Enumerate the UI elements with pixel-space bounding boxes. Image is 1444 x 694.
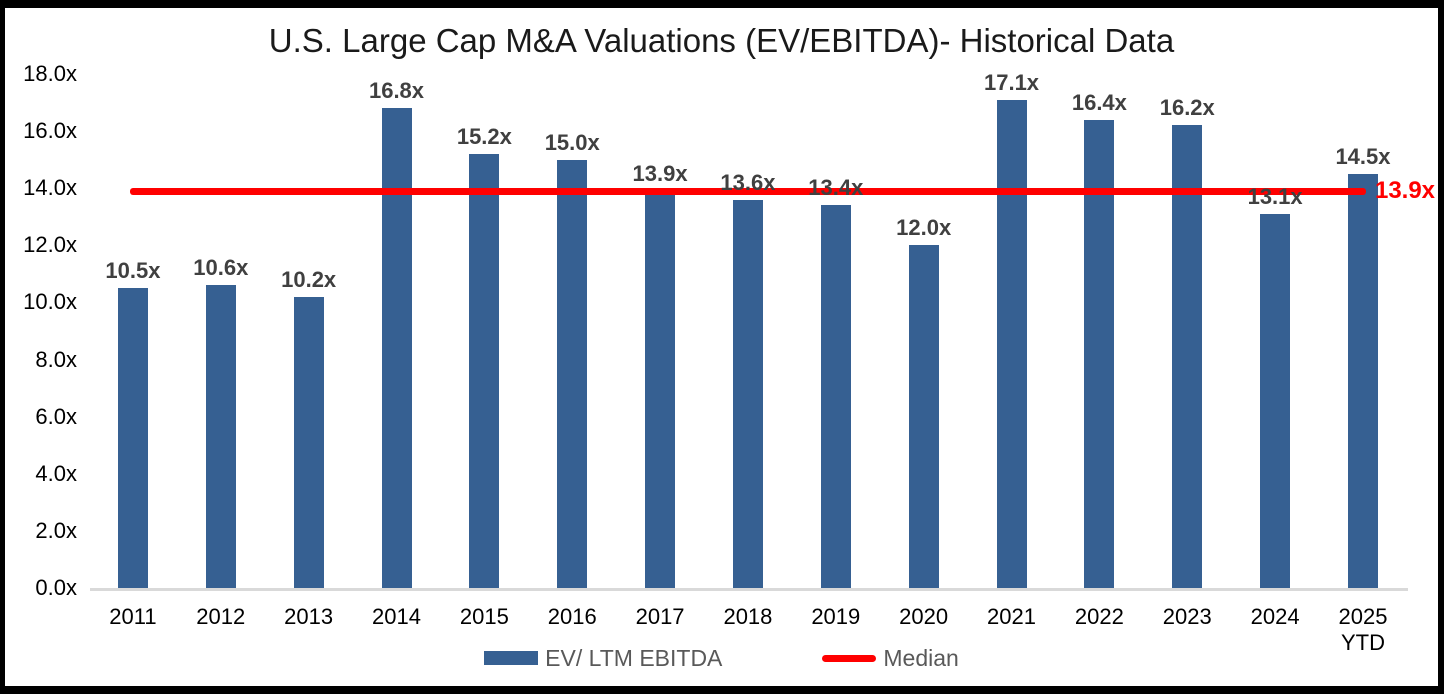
bar-value-label: 16.8x — [368, 78, 425, 104]
bar — [1084, 119, 1115, 588]
legend-series-label: EV/ LTM EBITDA — [545, 644, 723, 671]
ev-ebitda-bar-chart: U.S. Large Cap M&A Valuations (EV/EBITDA… — [5, 8, 1438, 686]
bar-value-label: 17.1x — [983, 69, 1040, 95]
bar-value-label: 13.1x — [1247, 183, 1303, 209]
bar — [1260, 213, 1291, 588]
x-axis-tick-label: 2017 — [635, 604, 685, 629]
y-axis-tick-label: 2.0x — [35, 517, 77, 543]
bar-value-label: 16.4x — [1071, 89, 1127, 115]
x-axis-tick-label: 2018 — [723, 604, 773, 629]
y-axis-tick-label: 0.0x — [35, 575, 77, 600]
median-line-swatch-icon — [822, 654, 877, 662]
bar — [469, 153, 500, 588]
bar-value-label: 15.2x — [456, 123, 512, 149]
bar-value-label: 14.5x — [1335, 143, 1391, 169]
x-axis-tick-label: 2022 — [1074, 604, 1124, 629]
bar — [820, 205, 851, 588]
bar-value-label: 12.0x — [896, 215, 952, 241]
bar-value-label: 13.6x — [720, 169, 776, 195]
x-axis-tick-label: 2023 — [1162, 604, 1212, 629]
bar — [293, 296, 324, 588]
x-axis-tick-label: 2012 — [196, 604, 246, 629]
bar — [557, 159, 588, 588]
bar — [205, 285, 236, 588]
legend-median-label: Median — [883, 644, 959, 671]
bar — [1172, 125, 1203, 588]
bar — [732, 199, 763, 588]
y-axis-tick-label: 18.0x — [23, 61, 77, 86]
x-axis-tick-label: 2013 — [284, 604, 334, 629]
bar-value-label: 10.5x — [105, 258, 161, 284]
bar — [381, 108, 412, 588]
bar — [908, 245, 939, 588]
x-axis-tick-label: 2024 — [1250, 604, 1300, 629]
y-axis-tick-label: 6.0x — [35, 403, 77, 429]
y-axis-tick-label: 12.0x — [23, 232, 77, 258]
legend: EV/ LTM EBITDA Median — [5, 644, 1438, 672]
x-axis-tick-label: 2014 — [372, 604, 421, 629]
bar-value-label: 13.4x — [808, 175, 864, 201]
y-axis-tick-label: 14.0x — [23, 175, 77, 201]
median-line — [129, 187, 1366, 195]
x-axis-tick-label: 2016 — [547, 604, 597, 629]
x-axis-tick-label: 2019 — [811, 604, 861, 629]
bar — [996, 99, 1027, 588]
bar-value-label: 10.6x — [193, 255, 249, 281]
x-axis-tick-label: 2020 — [899, 604, 949, 629]
bar — [1347, 173, 1378, 588]
x-axis-tick-label: 2025 YTD — [1338, 604, 1388, 655]
x-axis-line — [90, 588, 1408, 591]
x-axis-tick-label: 2021 — [987, 604, 1036, 629]
median-value-label: 13.9x — [1374, 177, 1436, 205]
y-axis-tick-label: 4.0x — [35, 460, 77, 486]
bar-value-label: 10.2x — [281, 266, 337, 292]
y-axis-tick-label: 16.0x — [23, 118, 77, 144]
bar-value-label: 15.0x — [544, 129, 600, 155]
x-axis-tick-label: 2015 — [459, 604, 509, 629]
x-axis-tick-label: 2011 — [109, 604, 157, 629]
bar-series-swatch-icon — [484, 651, 539, 665]
y-axis-tick-label: 10.0x — [23, 289, 77, 315]
legend-item-ev-ltm-ebitda: EV/ LTM EBITDA — [484, 645, 722, 672]
y-axis-tick-label: 8.0x — [35, 346, 77, 372]
bar-value-label: 13.9x — [632, 161, 688, 187]
legend-item-median: Median — [822, 644, 959, 672]
bar — [117, 288, 148, 588]
bar-value-label: 16.2x — [1159, 95, 1215, 121]
chart-title: U.S. Large Cap M&A Valuations (EV/EBITDA… — [268, 22, 1175, 59]
bar — [645, 191, 676, 588]
